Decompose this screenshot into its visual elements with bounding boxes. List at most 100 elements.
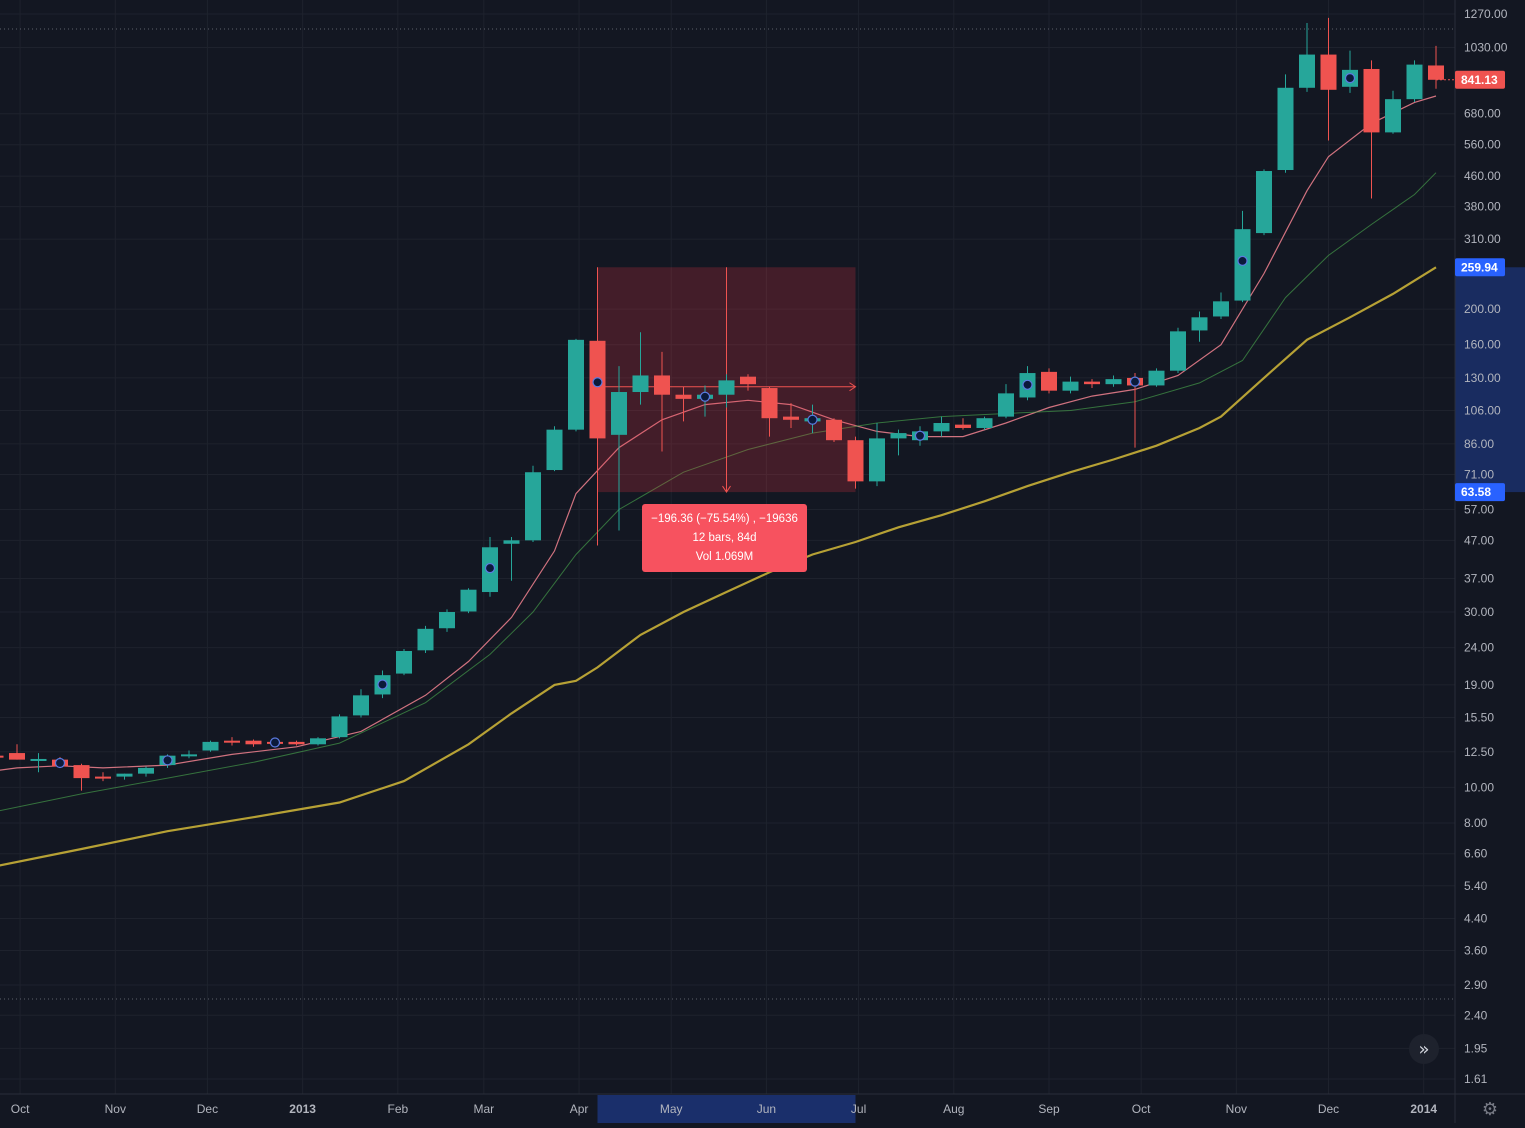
y-tick-label: 160.00 xyxy=(1464,338,1501,352)
y-tick-label: 30.00 xyxy=(1464,605,1494,619)
measure-arrow-head-down xyxy=(722,485,731,493)
candle-body xyxy=(998,393,1014,417)
y-tick-label: 19.00 xyxy=(1464,678,1494,692)
y-tick-label: 4.40 xyxy=(1464,911,1488,925)
candle-body xyxy=(589,340,606,439)
signal-marker xyxy=(54,757,66,769)
candle-body xyxy=(331,716,348,738)
range-high-label-box xyxy=(1455,258,1505,277)
candle-body xyxy=(1406,64,1423,100)
y-tick-label: 130.00 xyxy=(1464,371,1501,385)
double-chevron-right-icon: » xyxy=(1418,1038,1430,1060)
candle-body xyxy=(181,754,197,757)
measure-label-bars: 12 bars, 84d xyxy=(693,532,757,544)
y-tick-label: 6.60 xyxy=(1464,847,1488,861)
x-tick-label: Oct xyxy=(1132,1102,1151,1116)
y-tick-label: 380.00 xyxy=(1464,200,1501,214)
candle-body xyxy=(654,375,670,395)
x-tick-label: Dec xyxy=(197,1102,218,1116)
candle-body xyxy=(73,765,90,779)
y-tick-label: 310.00 xyxy=(1464,232,1501,246)
x-tick-label: Nov xyxy=(1226,1102,1247,1116)
candle-body xyxy=(439,612,455,629)
signal-marker xyxy=(1129,376,1141,387)
y-tick-label: 2.90 xyxy=(1464,978,1488,992)
range-high-label: 259.94 xyxy=(1461,260,1498,274)
candle-body xyxy=(353,695,369,716)
current-price-label: 841.13 xyxy=(1461,73,1498,87)
candle-body xyxy=(933,423,950,432)
candle-body xyxy=(761,388,778,419)
candle-body xyxy=(245,740,262,745)
y-tick-label: 24.00 xyxy=(1464,641,1494,655)
candle-body xyxy=(0,755,4,758)
candle-body xyxy=(740,376,756,385)
candle-body xyxy=(9,753,25,760)
price-range-highlight xyxy=(1455,267,1525,493)
x-tick-label: Feb xyxy=(388,1102,409,1116)
y-tick-label: 106.00 xyxy=(1464,403,1501,417)
y-tick-label: 460.00 xyxy=(1464,169,1501,183)
candle-body xyxy=(1062,381,1079,391)
candle-body xyxy=(783,416,799,420)
x-tick-label: May xyxy=(660,1102,683,1116)
signal-marker xyxy=(484,562,496,574)
candle-body xyxy=(503,540,520,544)
settings-gear-icon[interactable]: ⚙ xyxy=(1481,1098,1499,1120)
y-tick-label: 680.00 xyxy=(1464,107,1501,121)
measure-label-change: −196.36 (−75.54%) , −19636 xyxy=(651,513,798,525)
candle-body xyxy=(869,438,885,482)
candle-body xyxy=(224,740,240,743)
signal-marker xyxy=(162,755,173,766)
signal-marker xyxy=(592,377,603,388)
candle-body xyxy=(955,424,971,428)
y-tick-label: 1270.00 xyxy=(1464,7,1508,21)
y-tick-label: 57.00 xyxy=(1464,503,1494,517)
scroll-to-realtime-button[interactable]: » xyxy=(1409,1034,1439,1064)
range-low-label-box xyxy=(1455,483,1505,502)
y-tick-label: 560.00 xyxy=(1464,138,1501,152)
y-tick-label: 12.50 xyxy=(1464,745,1494,759)
y-tick-label: 37.00 xyxy=(1464,572,1494,586)
candle-body xyxy=(611,392,627,435)
candle-body xyxy=(396,650,412,674)
x-tick-label: 2014 xyxy=(1410,1102,1437,1116)
y-tick-label: 5.40 xyxy=(1464,879,1488,893)
y-tick-label: 1030.00 xyxy=(1464,40,1508,54)
candle-body xyxy=(718,380,735,395)
candle-body xyxy=(546,429,563,471)
candle-body xyxy=(460,589,477,612)
candle-body xyxy=(632,375,649,393)
candle-body xyxy=(1170,331,1186,371)
y-tick-label: 1.61 xyxy=(1464,1072,1488,1086)
candle-body xyxy=(1084,381,1100,385)
candle-body xyxy=(310,738,326,745)
candle-body xyxy=(138,767,154,774)
signal-marker xyxy=(377,679,388,690)
signal-marker xyxy=(1022,379,1033,390)
candle-body xyxy=(568,339,584,430)
y-tick-label: 200.00 xyxy=(1464,302,1501,316)
range-low-label: 63.58 xyxy=(1461,485,1491,499)
candle-body xyxy=(1213,301,1229,317)
candle-body xyxy=(1363,68,1380,133)
y-tick-label: 86.00 xyxy=(1464,437,1494,451)
measure-label-box xyxy=(642,504,807,572)
candle-body xyxy=(1256,171,1272,234)
candle-body xyxy=(116,773,133,777)
candle-body xyxy=(1105,379,1122,385)
signal-marker xyxy=(269,737,281,748)
y-tick-label: 1.95 xyxy=(1464,1041,1488,1055)
time-range-highlight xyxy=(597,1095,856,1123)
x-tick-label: 2013 xyxy=(289,1102,316,1116)
x-tick-label: Jul xyxy=(851,1102,866,1116)
signal-marker xyxy=(807,414,818,425)
y-tick-label: 71.00 xyxy=(1464,467,1494,481)
signal-marker xyxy=(1237,255,1248,267)
x-tick-label: Jun xyxy=(757,1102,776,1116)
x-tick-label: Nov xyxy=(105,1102,126,1116)
indicator-line-sma-2 xyxy=(0,266,1437,867)
signal-marker xyxy=(914,430,926,441)
